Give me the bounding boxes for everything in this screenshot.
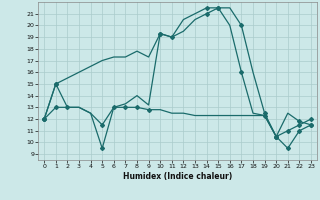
X-axis label: Humidex (Indice chaleur): Humidex (Indice chaleur) [123,172,232,181]
